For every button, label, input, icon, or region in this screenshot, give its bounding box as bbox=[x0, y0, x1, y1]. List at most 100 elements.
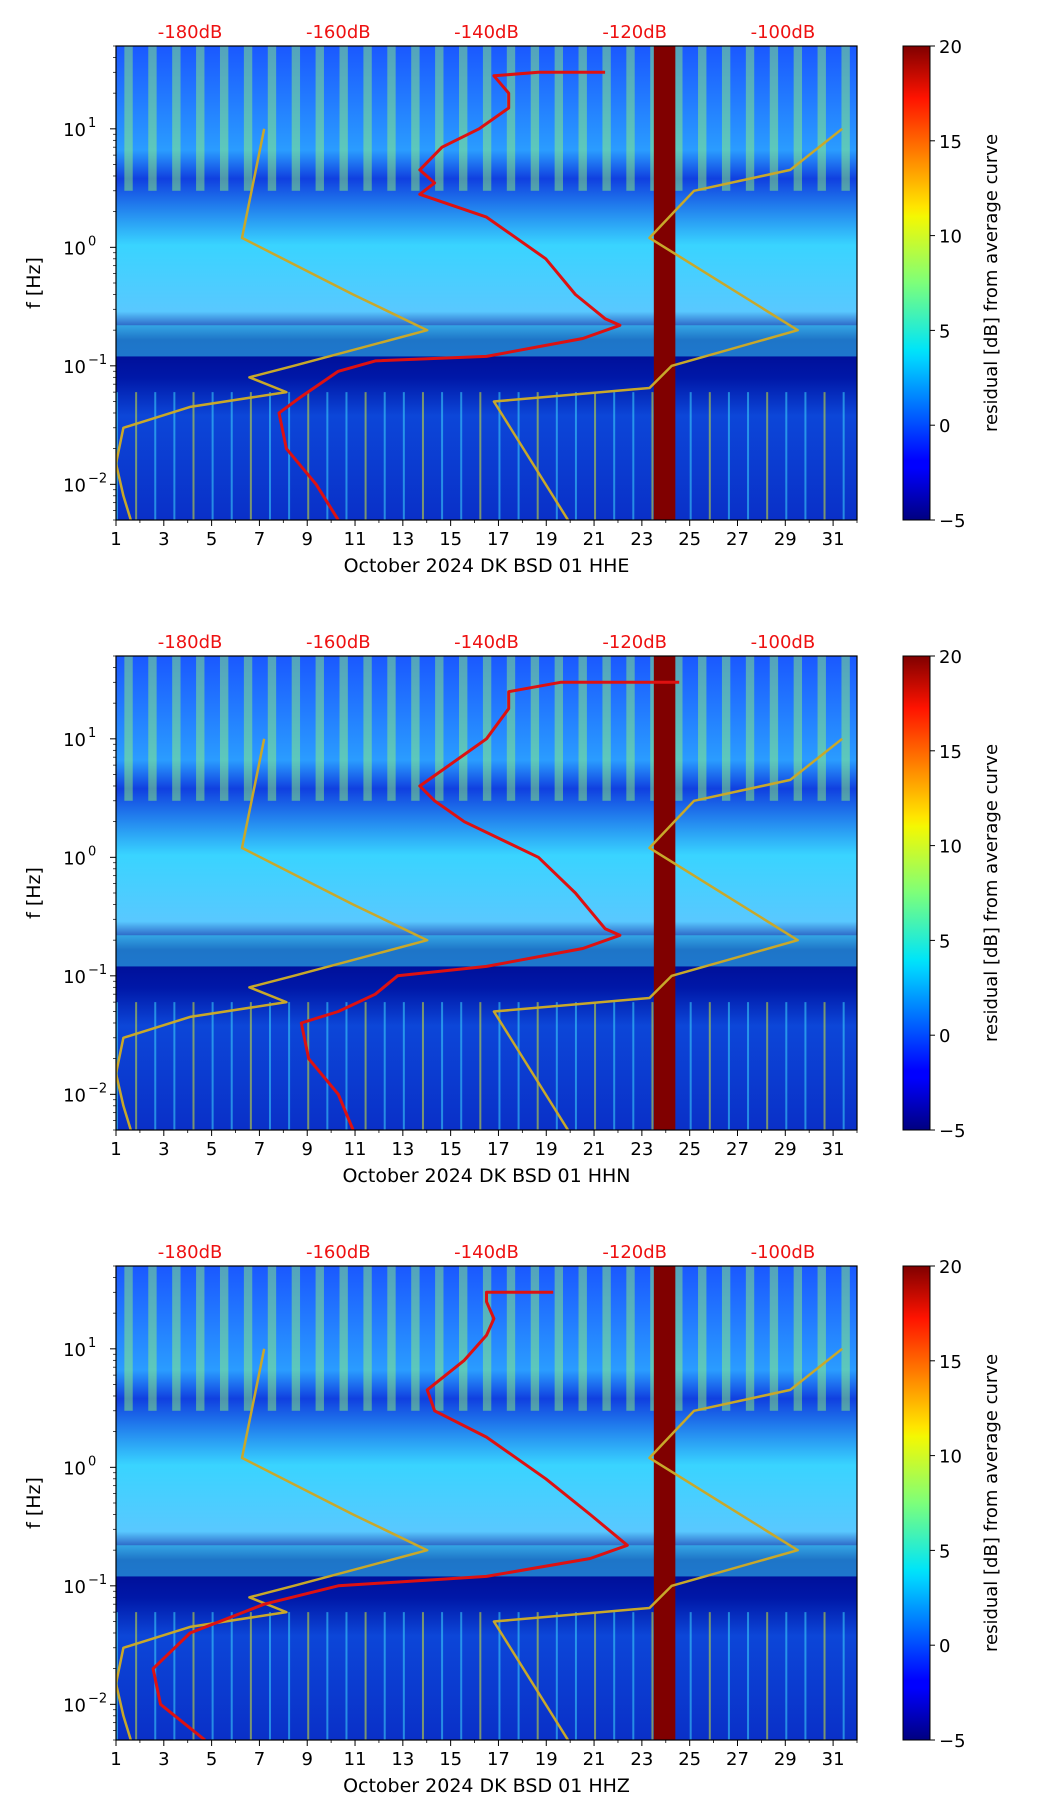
x-tick-label: 3 bbox=[158, 1749, 169, 1770]
lf-streak bbox=[421, 392, 424, 520]
diurnal-stripe bbox=[674, 46, 683, 191]
lf-streak bbox=[574, 1612, 577, 1740]
lf-streak bbox=[747, 1002, 750, 1130]
y-axis-label: f [Hz] bbox=[23, 257, 45, 309]
noise-model-high-curve bbox=[492, 127, 843, 520]
lf-streak bbox=[536, 1612, 539, 1740]
diurnal-stripe bbox=[435, 1266, 444, 1411]
diurnal-stripe bbox=[602, 46, 611, 191]
noise-model-low-curve bbox=[116, 738, 429, 1130]
colorbar-tick-label: 5 bbox=[939, 1541, 950, 1562]
lf-streak bbox=[766, 1612, 769, 1740]
x-tick-label: 29 bbox=[774, 529, 797, 550]
lf-streak bbox=[135, 392, 138, 520]
lf-streak bbox=[211, 1612, 214, 1740]
y-tick-label: 10 bbox=[63, 1085, 86, 1106]
lf-streak bbox=[823, 1002, 826, 1130]
spectrogram bbox=[116, 1266, 857, 1740]
lf-streak bbox=[708, 1002, 711, 1130]
colorbar-label: residual [dB] from average curve bbox=[981, 744, 1002, 1042]
y-tick-exponent: 1 bbox=[88, 116, 96, 131]
noise-model-high-curve bbox=[492, 737, 843, 1130]
lf-streak bbox=[785, 1612, 788, 1740]
x-tick-label: 23 bbox=[630, 1749, 653, 1770]
data-gap-band bbox=[653, 46, 676, 520]
colorbar-tick-label: 15 bbox=[939, 132, 962, 153]
lf-streak bbox=[135, 1612, 138, 1740]
y-tick-exponent: 0 bbox=[88, 844, 96, 859]
diurnal-stripe bbox=[769, 46, 779, 191]
y-tick-label: 10 bbox=[63, 1695, 86, 1716]
lf-streak bbox=[842, 392, 845, 520]
lf-streak bbox=[441, 392, 444, 520]
lf-streak bbox=[230, 1002, 233, 1130]
diurnal-stripe bbox=[769, 656, 779, 801]
diurnal-stripe bbox=[506, 656, 516, 801]
x-tick-label: 19 bbox=[535, 1749, 558, 1770]
x-tick-label: 13 bbox=[391, 529, 414, 550]
diurnal-stripe bbox=[698, 656, 707, 801]
lf-streak bbox=[345, 1612, 348, 1740]
y-tick-label: 10 bbox=[63, 967, 86, 988]
lf-streak bbox=[594, 1612, 597, 1740]
colorbar bbox=[902, 1265, 931, 1741]
x-tick-label: 13 bbox=[391, 1139, 414, 1160]
y-tick-exponent: −2 bbox=[88, 1081, 107, 1096]
lf-streak bbox=[326, 1612, 329, 1740]
x-tick-label: 5 bbox=[206, 529, 217, 550]
diurnal-stripe bbox=[148, 1266, 157, 1411]
colorbar-tick-label: 10 bbox=[939, 227, 962, 248]
lf-streak bbox=[823, 1612, 826, 1740]
lf-streak bbox=[402, 1002, 405, 1130]
colorbar-tick-label: 5 bbox=[939, 321, 950, 342]
diurnal-stripe bbox=[219, 46, 229, 191]
average-curve bbox=[151, 1290, 629, 1740]
colorbar-tick-label: −5 bbox=[939, 1121, 966, 1142]
y-tick-exponent: −1 bbox=[88, 1573, 107, 1588]
y-tick-label: 10 bbox=[63, 1340, 86, 1361]
colorbar-tick-label: 20 bbox=[939, 37, 962, 58]
lf-streak bbox=[402, 392, 405, 520]
top-db-label: -180dB bbox=[158, 22, 223, 43]
lf-streak bbox=[173, 1612, 176, 1740]
top-db-label: -160dB bbox=[306, 22, 371, 43]
diurnal-stripe bbox=[578, 46, 587, 191]
y-tick-label: 10 bbox=[63, 848, 86, 869]
diurnal-stripe bbox=[387, 656, 396, 801]
lf-streak bbox=[441, 1612, 444, 1740]
diurnal-stripe bbox=[435, 46, 444, 191]
diurnal-stripe bbox=[841, 46, 850, 191]
colorbar-tick-label: 10 bbox=[939, 1447, 962, 1468]
lf-streak bbox=[460, 392, 463, 520]
average-curve bbox=[299, 680, 680, 1130]
lf-streak bbox=[632, 1002, 635, 1130]
lf-streak bbox=[727, 392, 730, 520]
diurnal-stripe bbox=[363, 46, 372, 191]
diurnal-stripe bbox=[387, 46, 396, 191]
diurnal-stripe bbox=[482, 1266, 492, 1411]
x-tick-label: 3 bbox=[158, 529, 169, 550]
diurnal-stripe bbox=[291, 46, 301, 191]
lf-streak bbox=[785, 392, 788, 520]
diurnal-stripe bbox=[435, 656, 444, 801]
diurnal-stripe bbox=[459, 46, 468, 191]
lf-streak bbox=[479, 1002, 482, 1130]
diurnal-stripe bbox=[363, 1266, 372, 1411]
x-tick-label: 17 bbox=[487, 1749, 510, 1770]
lf-streak bbox=[326, 392, 329, 520]
x-tick-label: 9 bbox=[301, 1139, 312, 1160]
noise-model-high-curve bbox=[492, 1347, 843, 1740]
x-tick-label: 27 bbox=[726, 529, 749, 550]
diurnal-stripe bbox=[698, 1266, 707, 1411]
diurnal-stripe bbox=[530, 656, 540, 801]
lf-streak bbox=[785, 1002, 788, 1130]
diurnal-stripe bbox=[219, 656, 229, 801]
top-db-label: -100dB bbox=[751, 632, 816, 653]
lf-streak bbox=[192, 392, 195, 520]
diurnal-stripe bbox=[817, 1266, 826, 1411]
lf-streak bbox=[594, 392, 597, 520]
diurnal-stripe bbox=[124, 656, 133, 801]
lf-streak bbox=[383, 392, 386, 520]
lf-streak bbox=[651, 1002, 654, 1130]
